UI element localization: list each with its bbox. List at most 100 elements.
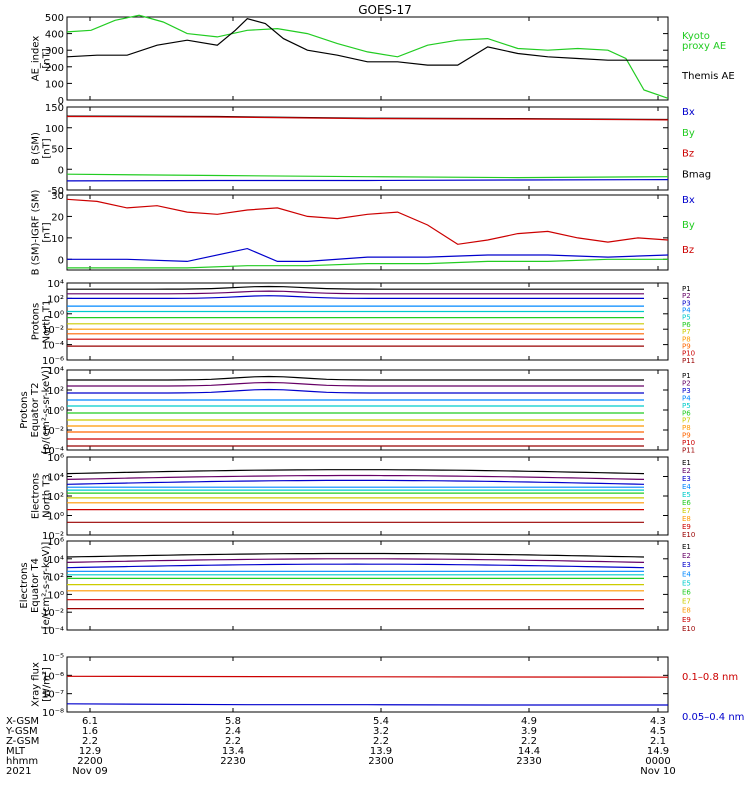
- legend-entry: E7: [682, 598, 691, 606]
- chart-title: GOES-17: [358, 3, 412, 17]
- legend-entry: P1: [682, 372, 691, 380]
- y-axis-label-line: [W/m²]: [42, 667, 53, 702]
- series-line: [66, 115, 669, 121]
- ephemeris-row-label: hhmm: [6, 756, 38, 767]
- y-tick-label: 100: [45, 79, 64, 90]
- panel-frame: [66, 656, 669, 713]
- panel-frame: [66, 16, 669, 101]
- legend-entry: P2: [682, 292, 691, 300]
- legend-entry: By: [682, 220, 695, 231]
- panel-frame: [66, 282, 669, 361]
- panel-frame: [66, 369, 669, 451]
- y-tick-label: 10²: [47, 573, 64, 584]
- y-axis-label-line: Electrons: [31, 473, 42, 519]
- legend-entry: Bz: [682, 245, 694, 256]
- y-tick-label: 10⁰: [47, 590, 64, 601]
- legend-entry: P6: [682, 409, 691, 417]
- series-line: [66, 469, 645, 475]
- y-tick-label: -50: [48, 186, 64, 197]
- legend-entry: P8: [682, 335, 691, 343]
- series-line: [66, 474, 645, 480]
- y-axis-label: Xray flux [W/m²]: [31, 662, 53, 707]
- y-axis-label-line: Equator T4: [30, 558, 41, 613]
- series-line: [67, 295, 644, 299]
- legend-entry: P9: [682, 342, 691, 350]
- ephemeris-value: 14.9: [647, 746, 669, 757]
- ephemeris-value: 2.2: [373, 736, 389, 747]
- legend-entry: E9: [682, 616, 691, 624]
- legend-entry: Bx: [682, 107, 695, 118]
- y-axis-label-line: [nT]: [42, 222, 53, 242]
- legend-entry: P5: [682, 314, 691, 322]
- ephemeris-row-label: 2021: [6, 766, 31, 777]
- legend-entry: E5: [682, 579, 691, 587]
- ephemeris-value: 2230: [220, 756, 245, 767]
- y-tick-label: 10⁻²: [42, 531, 64, 542]
- y-tick-label: 10⁻⁴: [42, 626, 64, 637]
- ephemeris-value: 0000: [645, 756, 670, 767]
- y-axis-label-line: Protons: [19, 391, 30, 428]
- panel-frame: [66, 194, 669, 271]
- y-axis-label-line: Electrons: [19, 562, 30, 608]
- legend-entry: E4: [682, 570, 691, 578]
- series-line: [66, 198, 669, 245]
- legend-entry: E6: [682, 589, 691, 597]
- y-tick-label: 10: [51, 234, 64, 245]
- y-axis-label-line: [p/(cm²-s-sr-keV)]: [41, 366, 52, 454]
- ephemeris-row-label: Y-GSM: [5, 726, 38, 737]
- ephemeris-value: 2300: [368, 756, 393, 767]
- y-axis-label-line: Equator T2: [30, 383, 41, 438]
- y-axis-label: B (SM)-IGRF (SM) [nT]: [31, 190, 53, 276]
- series-line: [66, 173, 669, 179]
- ephemeris-value: 13.4: [222, 746, 244, 757]
- x-axis-ephemeris: X-GSM 6.1 5.8 5.4 4.9 4.3 Y-GSM 1.6 2.4 3.2 3.9 4.5…: [5, 716, 676, 777]
- legend-entry: Kyoto: [682, 31, 710, 42]
- ephemeris-value: 5.8: [225, 716, 241, 727]
- ephemeris-value: 2330: [516, 756, 541, 767]
- y-axis-label-line: [nT]: [42, 138, 53, 158]
- panel-frame: [66, 540, 669, 631]
- legend-entry: E3: [682, 475, 691, 483]
- ephemeris-value: 1.6: [82, 726, 98, 737]
- legend-entry: 0.05–0.4 nm: [682, 712, 744, 723]
- y-axis-label-line: AE_index: [31, 36, 42, 82]
- y-tick-label: 10⁰: [47, 512, 64, 523]
- y-tick-label: 10⁴: [47, 366, 64, 377]
- series-line: [66, 558, 645, 563]
- ephemeris-value: 5.4: [373, 716, 389, 727]
- y-tick-label: 10⁻²: [42, 325, 64, 336]
- y-axis-label-line: North T3: [42, 474, 53, 518]
- y-axis-label: Protons North T1: [31, 300, 53, 344]
- legend-entry: Themis AE: [681, 71, 735, 82]
- y-tick-label: 300: [45, 46, 64, 57]
- ephemeris-value: 4.5: [650, 726, 666, 737]
- legend-entry: E1: [682, 459, 691, 467]
- y-tick-label: 150: [45, 103, 64, 114]
- ephemeris-value: 2.1: [650, 736, 666, 747]
- series-line: [66, 703, 668, 706]
- legend-entry: P11: [682, 447, 695, 455]
- legend-entry: E4: [682, 483, 691, 491]
- legend-entry: E9: [682, 523, 691, 531]
- y-tick-label: 10⁻⁴: [42, 446, 64, 457]
- y-tick-label: 10²: [47, 386, 64, 397]
- ephemeris-value: 2.2: [521, 736, 537, 747]
- y-axis-label-line: [nT]: [42, 48, 53, 68]
- ephemeris-value: Nov 09: [72, 766, 107, 777]
- y-axis-label-line: Xray flux: [31, 662, 42, 707]
- y-tick-label: 10⁻⁴: [42, 341, 64, 352]
- y-tick-label: 10⁻⁶: [42, 671, 64, 682]
- legend-entry: P7: [682, 328, 691, 336]
- legend-entry: E8: [682, 607, 691, 615]
- series-line: [66, 179, 669, 182]
- y-tick-label: 10⁰: [47, 406, 64, 417]
- legend-entry: P4: [682, 394, 691, 402]
- y-axis-label: Electrons North T3: [31, 473, 53, 519]
- legend-entry: P4: [682, 307, 691, 315]
- y-tick-label: 10⁻⁷: [42, 690, 64, 701]
- series-line: [67, 381, 644, 387]
- series-line: [66, 675, 669, 678]
